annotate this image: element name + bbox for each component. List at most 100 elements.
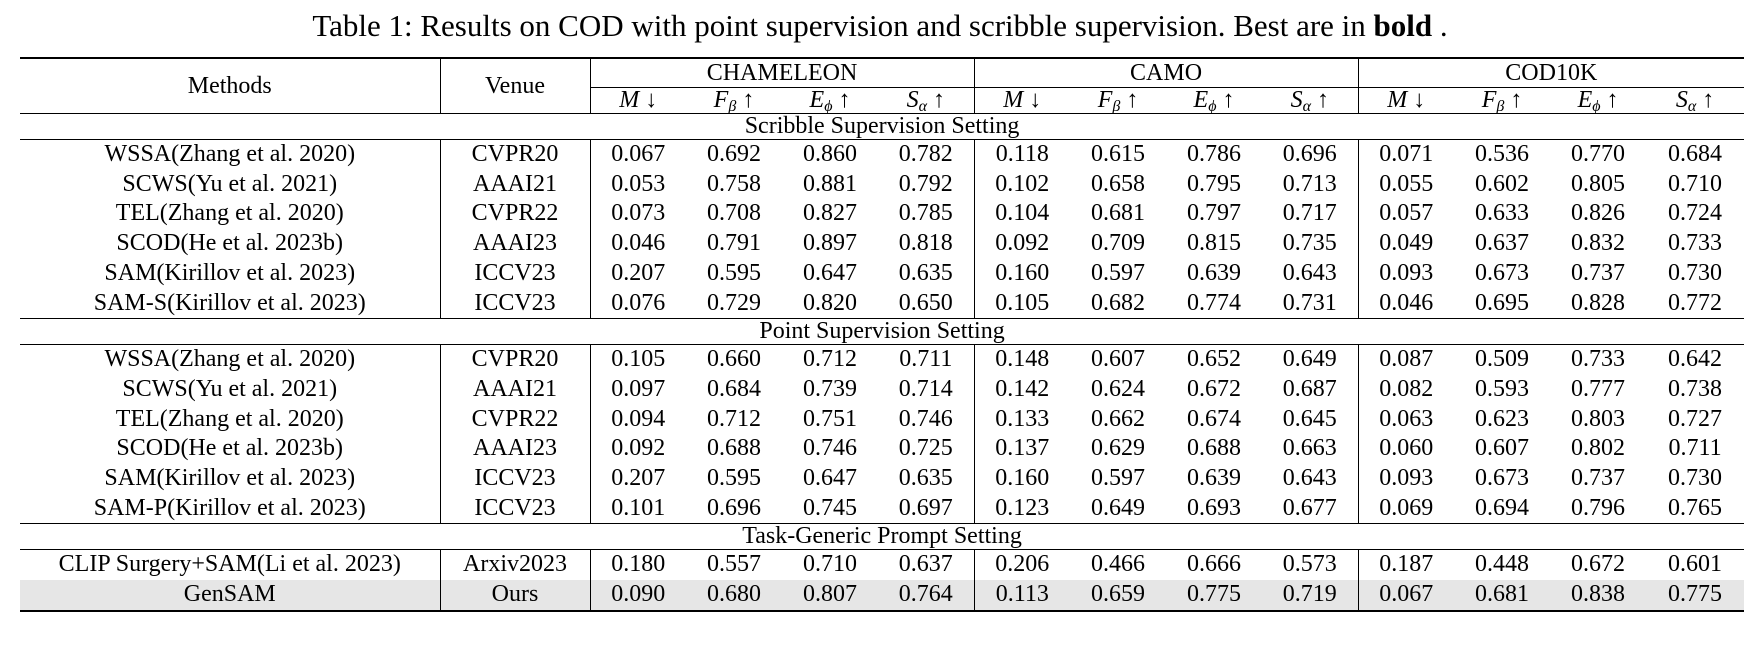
metric-value: 0.684: [707, 375, 761, 402]
metric-value: 0.680: [686, 580, 782, 612]
metric-symbol: F: [1481, 87, 1497, 113]
method-name: SAM(Kirillov et al. 2023): [20, 464, 441, 494]
metric-value: 0.758: [707, 170, 761, 197]
header-dataset-cod10k: COD10K: [1358, 57, 1745, 88]
metric-value: 0.649: [1262, 344, 1359, 375]
metric-value: 0.815: [1187, 230, 1242, 257]
metric-value: 0.053: [611, 170, 666, 197]
metric-arrow: ↑: [1222, 87, 1235, 113]
metric-value: 0.764: [878, 580, 975, 612]
metric-value: 0.092: [611, 435, 666, 462]
venue: CVPR20: [440, 139, 591, 170]
caption-bold-word: bold: [1373, 8, 1433, 43]
metric-subscript: β: [728, 98, 737, 114]
metric-value: 0.796: [1550, 493, 1647, 525]
metric-value: 0.660: [707, 346, 761, 373]
metric-symbol: S: [1675, 87, 1688, 113]
header-metric-s-camo: Sα ↑: [1262, 87, 1359, 114]
metric-symbol: F: [1097, 87, 1113, 113]
venue: CVPR22: [440, 404, 591, 435]
metric-value: 0.082: [1379, 375, 1434, 402]
metric-value: 0.142: [995, 375, 1050, 402]
metric-value: 0.696: [1262, 139, 1359, 170]
venue: CVPR22: [440, 199, 591, 230]
header-metric-e-cod10k: Eϕ ↑: [1550, 87, 1647, 114]
table-row: SCWS(Yu et al. 2021) AAAI21 0.053 0.758 0.88…: [20, 169, 1744, 200]
metric-value: 0.097: [611, 375, 666, 402]
metric-value: 0.696: [686, 493, 782, 525]
metric-value: 0.791: [707, 230, 761, 257]
table-row: TEL(Zhang et al. 2020) CVPR22 0.094 0.712 0.…: [20, 404, 1744, 435]
metric-symbol: E: [809, 87, 825, 113]
venue: Ours: [440, 580, 591, 612]
metric-value: 0.713: [1262, 169, 1359, 200]
metric-value: 0.666: [1187, 551, 1242, 578]
metric-value: 0.717: [1262, 199, 1359, 230]
metric-value: 0.105: [974, 288, 1071, 320]
metric-value: 0.073: [611, 200, 666, 227]
method-name: TEL(Zhang et al. 2020): [20, 404, 441, 435]
metric-value: 0.573: [1262, 549, 1359, 581]
metric-value: 0.060: [1379, 435, 1434, 462]
metric-value: 0.602: [1475, 170, 1530, 197]
metric-value: 0.803: [1571, 405, 1626, 432]
metric-value: 0.046: [1358, 288, 1455, 320]
metric-arrow: ↑: [742, 87, 755, 113]
metric-value: 0.733: [1571, 346, 1626, 373]
method-name: SAM(Kirillov et al. 2023): [20, 258, 441, 289]
venue: AAAI21: [440, 374, 591, 405]
metric-value: 0.639: [1187, 465, 1242, 492]
metric-value: 0.105: [611, 346, 666, 373]
metric-value: 0.076: [590, 288, 686, 320]
metric-value: 0.731: [1262, 288, 1359, 320]
metric-value: 0.727: [1668, 405, 1723, 432]
venue: Arxiv2023: [440, 549, 591, 581]
metric-value: 0.055: [1379, 170, 1434, 197]
metric-value: 0.629: [1091, 435, 1146, 462]
metric-value: 0.607: [1475, 435, 1530, 462]
metric-value: 0.682: [1070, 288, 1167, 320]
table-row: SCWS(Yu et al. 2021) AAAI21 0.097 0.684 0.73…: [20, 374, 1744, 405]
metric-value: 0.509: [1475, 346, 1530, 373]
metric-value: 0.160: [995, 465, 1050, 492]
metric-arrow: ↑: [1606, 87, 1619, 113]
metric-value: 0.597: [1091, 465, 1146, 492]
metric-value: 0.643: [1262, 464, 1359, 494]
metric-value: 0.820: [782, 288, 878, 320]
metric-subscript: ϕ: [1592, 98, 1601, 114]
metric-value: 0.601: [1668, 551, 1723, 578]
metric-value: 0.649: [1070, 493, 1167, 525]
metric-value: 0.063: [1379, 405, 1434, 432]
metric-value: 0.207: [611, 259, 666, 286]
metric-symbol: M: [1003, 87, 1024, 113]
method-name: SCWS(Yu et al. 2021): [20, 374, 441, 405]
metric-value: 0.672: [1571, 551, 1626, 578]
venue: ICCV23: [440, 493, 591, 525]
metric-value: 0.681: [1454, 580, 1551, 612]
metric-value: 0.635: [878, 464, 975, 494]
header-dataset-camo: CAMO: [974, 57, 1359, 88]
metric-value: 0.746: [803, 435, 857, 462]
metric-value: 0.805: [1571, 170, 1626, 197]
header-metric-m-cod10k: M ↓: [1358, 87, 1455, 114]
metric-value: 0.792: [878, 169, 975, 200]
metric-value: 0.067: [611, 141, 666, 167]
metric-value: 0.697: [878, 493, 975, 525]
metric-value: 0.057: [1379, 200, 1434, 227]
metric-value: 0.093: [1379, 465, 1434, 492]
metric-value: 0.708: [707, 200, 761, 227]
metric-symbol: E: [1193, 87, 1209, 113]
metric-value: 0.828: [1550, 288, 1647, 320]
caption-suffix: .: [1432, 8, 1448, 43]
table-row: SAM-P(Kirillov et al. 2023) ICCV23 0.101 0.…: [20, 493, 1745, 525]
metric-subscript: β: [1496, 98, 1505, 114]
metric-value: 0.663: [1262, 434, 1359, 465]
metric-arrow: ↓: [645, 87, 658, 113]
metric-arrow: ↓: [1029, 87, 1042, 113]
metric-value: 0.595: [707, 259, 761, 286]
metric-value: 0.797: [1187, 200, 1242, 227]
metric-value: 0.775: [1646, 580, 1745, 612]
metric-value: 0.635: [878, 258, 975, 289]
table-row: SAM-S(Kirillov et al. 2023) ICCV23 0.076 0.…: [20, 288, 1745, 320]
metric-value: 0.187: [1379, 551, 1434, 578]
